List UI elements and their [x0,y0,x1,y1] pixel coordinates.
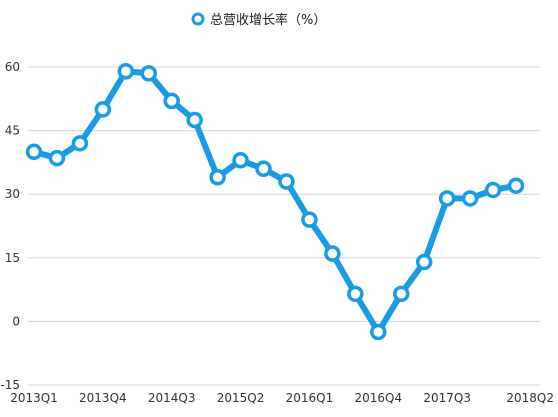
x-tick-label: 2015Q2 [217,391,265,405]
x-tick-label: 2018Q2 [506,391,554,405]
data-point [186,111,203,129]
data-point [209,168,226,186]
x-tick-label: 2013Q1 [10,391,58,405]
data-point [140,65,158,82]
y-tick-label: 0 [12,314,20,328]
grid-lines [28,66,540,386]
y-axis: -15 0 15 30 45 60 [0,60,20,392]
x-axis: 2013Q1 2013Q4 2014Q3 2015Q2 2016Q1 2016Q4 2017… [10,391,554,405]
data-point [117,62,135,80]
legend: 总营收增长率（%） [191,12,326,28]
data-point [48,149,66,167]
x-tick-label: 2016Q1 [286,391,334,405]
data-point [232,152,249,169]
legend-marker [191,12,205,26]
data-point [392,285,410,303]
y-tick-label: 45 [5,124,20,138]
data-point [324,245,341,262]
data-point [438,190,456,207]
x-tick-label: 2014Q3 [148,391,196,405]
data-point [255,160,272,178]
data-point [301,211,318,228]
data-point [484,181,502,199]
data-point [278,173,295,190]
data-point [94,101,112,118]
x-tick-label: 2016Q4 [354,391,402,405]
data-point [507,177,525,194]
data-point [163,92,180,110]
x-tick-label: 2013Q4 [79,391,127,405]
data-point [71,135,89,152]
data-point [347,285,364,303]
x-tick-label: 2017Q3 [423,391,471,405]
data-point [370,323,387,341]
y-tick-label: 30 [5,187,20,201]
series-line [31,68,519,335]
y-tick-label: 15 [5,251,20,265]
data-point [25,143,43,161]
legend-label: 总营收增长率（%） [210,12,326,28]
y-tick-label: -15 [0,378,20,392]
data-point [415,253,433,271]
y-tick-label: 60 [5,60,20,74]
series-layer [25,62,525,341]
data-point [461,190,479,207]
